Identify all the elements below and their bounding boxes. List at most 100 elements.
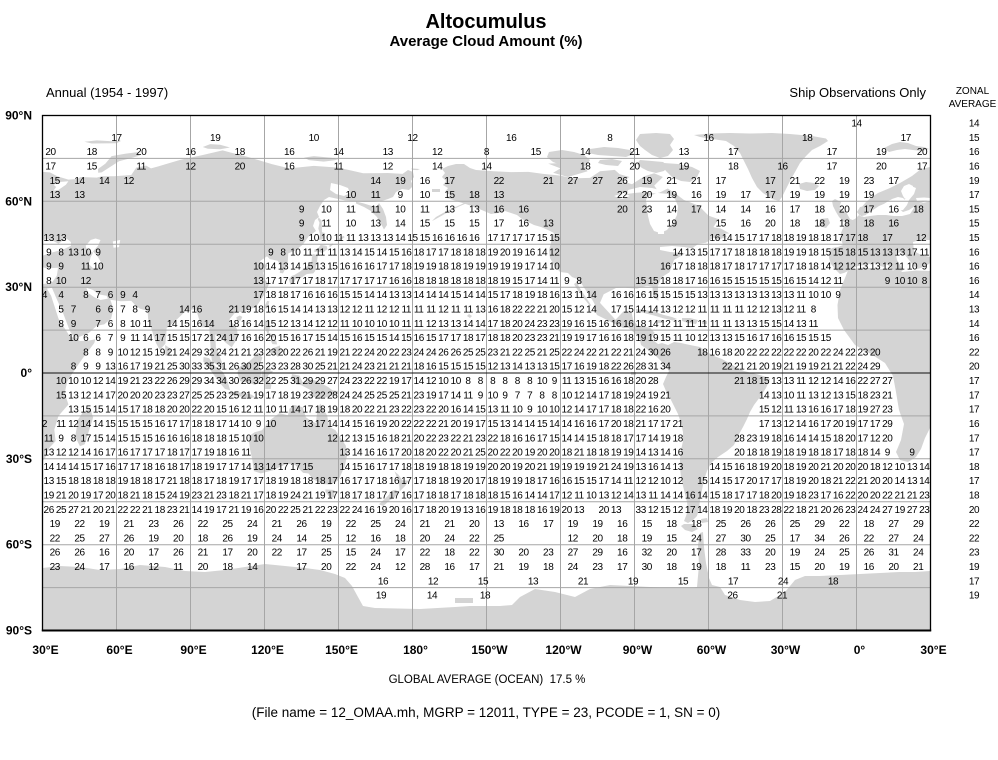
svg-text:17: 17 [192,333,203,344]
svg-text:23: 23 [142,376,153,387]
svg-text:12: 12 [352,305,363,316]
svg-text:18: 18 [93,476,104,487]
svg-text:19: 19 [969,176,980,187]
svg-text:14: 14 [969,119,980,130]
svg-text:15: 15 [759,319,770,330]
svg-text:27: 27 [99,533,110,544]
svg-text:16: 16 [599,319,610,330]
svg-text:17: 17 [537,476,548,487]
svg-text:18: 18 [870,462,881,473]
svg-text:19: 19 [808,362,819,373]
svg-text:15: 15 [759,376,770,387]
svg-text:13: 13 [697,290,708,301]
svg-text:19: 19 [376,591,387,602]
svg-text:16: 16 [574,319,585,330]
svg-text:13: 13 [771,290,782,301]
svg-text:20: 20 [321,562,332,573]
svg-text:16: 16 [623,319,634,330]
svg-text:14: 14 [438,290,449,301]
svg-text:180°: 180° [403,643,428,657]
svg-text:25: 25 [290,505,301,516]
svg-text:13: 13 [340,247,351,258]
svg-text:19: 19 [44,491,55,502]
svg-text:17: 17 [389,262,400,273]
svg-text:16: 16 [475,505,486,516]
svg-text:13: 13 [68,247,79,258]
svg-text:19: 19 [679,162,690,173]
svg-text:26: 26 [623,362,634,373]
svg-text:25: 25 [253,362,264,373]
svg-text:17: 17 [740,190,751,201]
svg-text:14: 14 [660,491,671,502]
svg-text:34: 34 [216,376,227,387]
svg-text:9: 9 [120,333,126,344]
svg-text:25: 25 [790,519,801,530]
svg-text:19: 19 [574,462,585,473]
svg-text:14: 14 [821,262,832,273]
svg-text:18: 18 [414,462,425,473]
svg-text:14: 14 [290,305,301,316]
svg-text:22: 22 [469,548,480,559]
svg-text:18: 18 [192,433,203,444]
svg-text:17: 17 [377,491,388,502]
svg-text:16: 16 [192,319,203,330]
svg-text:17: 17 [93,491,104,502]
svg-text:17: 17 [253,290,264,301]
svg-text:12: 12 [574,305,585,316]
svg-text:22: 22 [636,405,647,416]
svg-text:16: 16 [710,347,721,358]
svg-text:12: 12 [81,276,92,287]
svg-text:17: 17 [549,491,560,502]
svg-text:22: 22 [438,448,449,459]
svg-text:12: 12 [241,405,252,416]
svg-text:16: 16 [378,576,389,587]
svg-text:14: 14 [648,433,659,444]
svg-text:14: 14 [296,533,307,544]
svg-text:21: 21 [623,347,634,358]
svg-text:18: 18 [858,448,869,459]
svg-text:18: 18 [660,276,671,287]
svg-text:18: 18 [414,448,425,459]
svg-text:20: 20 [198,562,209,573]
svg-text:18: 18 [697,347,708,358]
svg-text:9: 9 [83,362,89,373]
svg-text:30: 30 [740,533,751,544]
svg-text:14: 14 [660,462,671,473]
svg-text:20: 20 [666,548,677,559]
svg-text:14: 14 [303,305,314,316]
svg-text:14: 14 [395,219,406,230]
svg-text:12: 12 [346,533,357,544]
svg-text:17: 17 [636,433,647,444]
svg-text:18: 18 [340,405,351,416]
svg-text:21: 21 [167,476,178,487]
svg-text:11: 11 [685,319,695,330]
svg-text:25: 25 [229,390,240,401]
svg-text:14: 14 [241,462,252,473]
svg-text:19: 19 [50,519,61,530]
svg-text:22: 22 [340,505,351,516]
svg-text:23: 23 [414,390,425,401]
svg-text:15: 15 [266,319,277,330]
svg-text:17: 17 [327,491,338,502]
svg-text:14: 14 [364,290,375,301]
svg-text:21: 21 [500,347,511,358]
svg-text:16: 16 [660,262,671,273]
svg-text:27: 27 [882,505,893,516]
svg-text:24: 24 [858,362,869,373]
svg-text:60°W: 60°W [697,643,727,657]
svg-text:9: 9 [478,390,484,401]
svg-text:21: 21 [784,362,795,373]
svg-text:19: 19 [179,491,190,502]
svg-text:23: 23 [525,333,536,344]
svg-text:18: 18 [512,505,523,516]
svg-text:21: 21 [691,176,702,187]
svg-text:15: 15 [352,419,363,430]
svg-text:17: 17 [389,448,400,459]
svg-text:14: 14 [266,262,277,273]
svg-text:27: 27 [870,405,881,416]
svg-text:17: 17 [130,362,141,373]
svg-text:12: 12 [438,305,449,316]
svg-text:19: 19 [716,190,727,201]
svg-text:19: 19 [784,247,795,258]
svg-text:20: 20 [660,405,671,416]
